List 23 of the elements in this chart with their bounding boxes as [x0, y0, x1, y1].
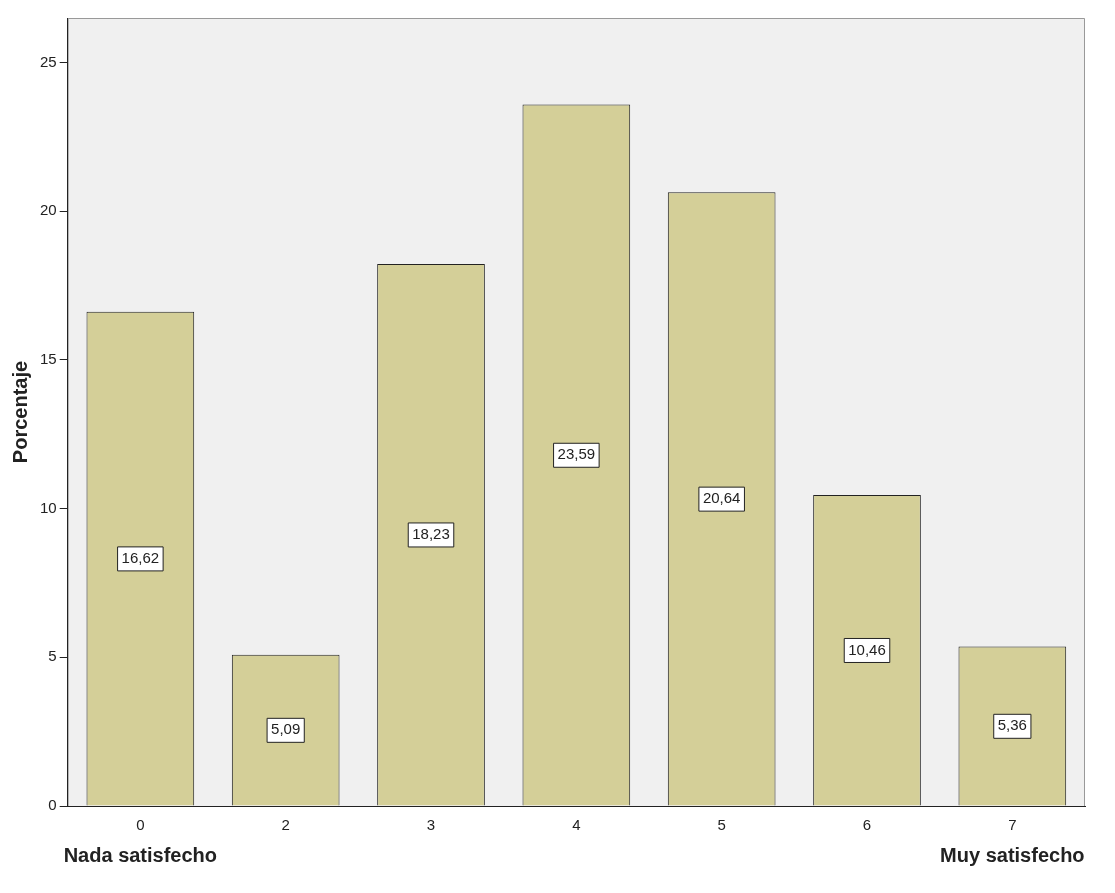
- x-tick-label: 7: [1008, 816, 1017, 834]
- text: Nada satisfecho: [63, 843, 218, 866]
- y-axis-title: Porcentaje: [8, 360, 31, 464]
- data-label: 5,09: [271, 720, 301, 738]
- x-tick-label: 6: [862, 816, 872, 834]
- data-label: 18,23: [412, 525, 450, 543]
- data-label: 16,62: [121, 549, 160, 567]
- x-tick-label: 4: [572, 816, 581, 834]
- x-tick-label: 3: [426, 816, 436, 834]
- y-tick-label: 5: [48, 647, 57, 665]
- y-tick-label: 15: [40, 350, 57, 368]
- data-label: 10,46: [848, 640, 886, 658]
- data-label: 23,59: [557, 445, 596, 463]
- x-tick-label: 2: [281, 816, 290, 834]
- y-tick-label: 0: [48, 796, 57, 814]
- y-tick-label: 25: [40, 52, 57, 70]
- x-tick-label: 0: [136, 816, 145, 834]
- data-label: 20,64: [702, 489, 741, 507]
- x-tick-label: 5: [717, 816, 726, 834]
- y-tick-label: 20: [40, 201, 57, 219]
- data-label: 5,36: [997, 716, 1027, 734]
- text: Muy satisfecho: [940, 843, 1085, 866]
- y-tick-label: 10: [40, 498, 57, 516]
